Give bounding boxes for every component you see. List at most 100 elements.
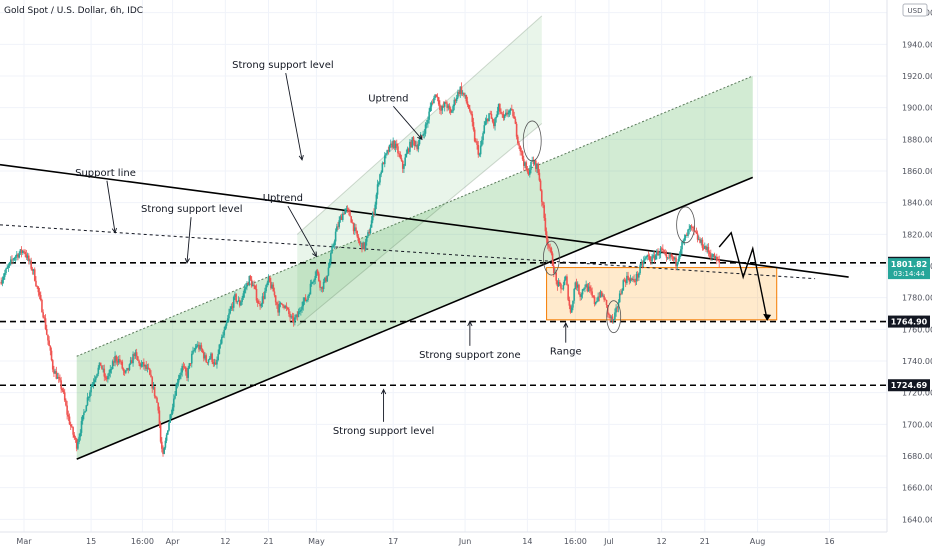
candle-body xyxy=(108,372,110,377)
candle-body xyxy=(139,363,142,367)
price-tick-label: 1640.00 xyxy=(902,515,932,524)
candle-body xyxy=(660,248,663,250)
candle-body xyxy=(316,270,319,274)
candle-body xyxy=(681,241,683,250)
candle-body xyxy=(633,279,635,282)
candle-body xyxy=(200,345,203,350)
candle-body xyxy=(294,317,296,323)
candle-body xyxy=(1,279,4,284)
currency-badge-box[interactable] xyxy=(902,3,928,17)
candle-body xyxy=(452,106,454,112)
candle-body xyxy=(67,414,70,417)
candle-body xyxy=(694,230,697,232)
candle-body xyxy=(315,270,318,277)
candle-body xyxy=(81,415,84,422)
candle-body xyxy=(109,369,112,373)
candle-body xyxy=(389,143,392,145)
candle-body xyxy=(573,289,575,301)
candle-body xyxy=(458,92,460,95)
candle-body xyxy=(236,301,239,303)
price-tick-label: 1700.00 xyxy=(902,420,932,429)
candle-body xyxy=(65,400,67,406)
candle-body xyxy=(53,369,55,374)
candle-body xyxy=(588,286,591,289)
candle-body xyxy=(393,140,396,149)
candle-body xyxy=(327,267,330,276)
candle-body xyxy=(131,360,133,364)
candle-body xyxy=(289,313,291,318)
candle-body xyxy=(346,208,349,210)
candle-body xyxy=(194,347,197,351)
candle-body xyxy=(352,222,355,232)
candle-body xyxy=(590,288,592,292)
candle-body xyxy=(445,102,447,104)
candle-body xyxy=(483,125,486,134)
price-tick-label: 1660.00 xyxy=(902,484,932,493)
candle-body xyxy=(696,233,699,240)
candle-body xyxy=(277,304,279,313)
candle-body xyxy=(44,318,47,330)
current-price-tag xyxy=(888,258,930,280)
candle-body xyxy=(168,422,170,431)
candle-body xyxy=(477,144,480,155)
candle-body xyxy=(538,172,541,181)
trendlines xyxy=(0,163,849,460)
uptrend-channel-small-lower-edge xyxy=(296,123,543,327)
candle-body xyxy=(228,313,230,319)
time-tick-label: 16:00 xyxy=(564,537,587,546)
candle-body xyxy=(448,105,451,109)
candle-body xyxy=(85,405,88,412)
candle-body xyxy=(569,305,572,313)
candle-body xyxy=(440,109,442,111)
candle-body xyxy=(33,269,36,281)
candle-body xyxy=(201,349,204,353)
price-tick-label: 1720.00 xyxy=(902,389,932,398)
candle-body xyxy=(27,255,30,262)
candle-body xyxy=(265,285,267,292)
candle-body xyxy=(566,276,568,285)
candle-body xyxy=(663,250,665,253)
candle-body xyxy=(620,293,622,295)
candle-body xyxy=(632,279,634,280)
candle-body xyxy=(210,353,212,359)
candle-body xyxy=(436,96,439,98)
candle-body xyxy=(35,280,37,286)
candle-body xyxy=(585,284,587,288)
candle-body xyxy=(358,240,361,244)
candle-body xyxy=(451,111,453,113)
candle-body xyxy=(361,242,363,250)
candle-body xyxy=(489,113,492,115)
candle-body xyxy=(350,216,353,223)
candle-body xyxy=(645,256,647,259)
candle-body xyxy=(234,294,236,298)
candle-body xyxy=(229,308,231,314)
candle-body xyxy=(95,376,97,380)
price-tick-label: 1780.00 xyxy=(902,294,932,303)
candle-body xyxy=(502,114,505,119)
time-axis[interactable]: Mar 15 16:00 Apr 12 21 May 17 Jun 14 16:00 Jul 12 21 A… xyxy=(16,537,834,546)
time-tick-label: Jun xyxy=(458,537,472,546)
candle-body xyxy=(466,101,469,105)
candle-body xyxy=(555,272,557,281)
candle-body xyxy=(12,259,14,261)
candle-body xyxy=(641,262,644,265)
candle-body xyxy=(13,257,16,260)
candle-body xyxy=(380,172,382,175)
price-axis[interactable]: 1640.00 1660.00 1680.00 1700.00 1720.00 1740.… xyxy=(902,9,932,525)
candle-body xyxy=(418,139,421,145)
candle-body xyxy=(208,358,211,360)
candle-body xyxy=(611,316,614,321)
candle-body xyxy=(459,86,462,95)
candle-body xyxy=(107,376,109,380)
candle-body xyxy=(376,184,379,195)
uptrend-channel-small-upper-edge xyxy=(296,15,543,235)
candle-body xyxy=(564,276,567,280)
candle-body xyxy=(159,424,162,442)
candle-body xyxy=(25,254,28,258)
candle-body xyxy=(213,362,216,365)
candle-body xyxy=(505,112,507,115)
candle-body xyxy=(653,255,656,260)
candle-body xyxy=(525,162,528,170)
candle-body xyxy=(247,283,249,285)
